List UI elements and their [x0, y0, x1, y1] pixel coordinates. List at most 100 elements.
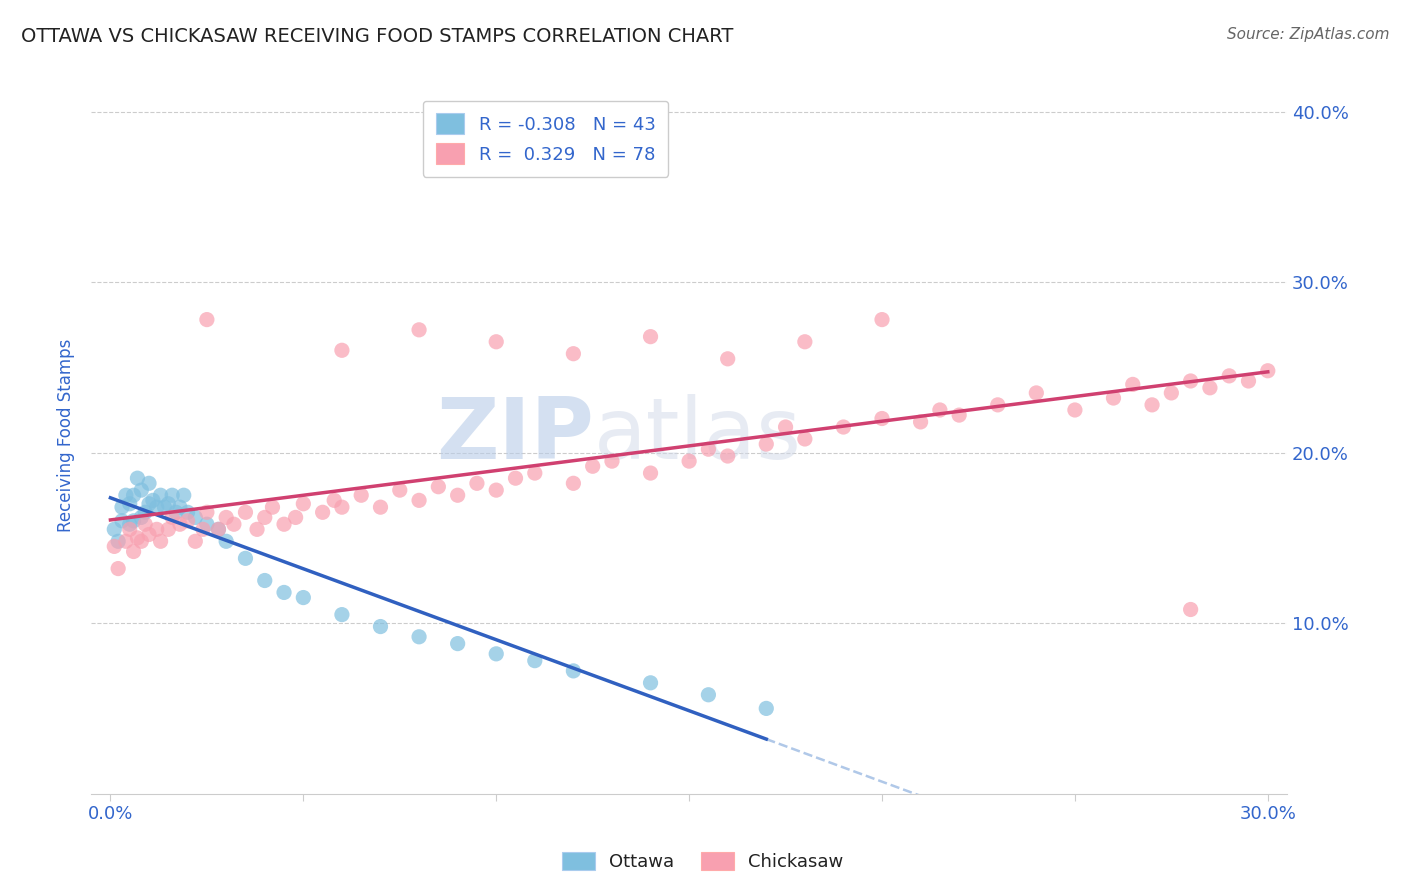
Point [350, 488, 373, 502]
Point [195, 505, 218, 519]
Y-axis label: Receiving Food Stamps: Receiving Food Stamps [58, 339, 75, 533]
Point [115, 488, 138, 502]
Point [222, 517, 245, 532]
Point [408, 323, 430, 337]
Point [149, 534, 172, 549]
Point [253, 510, 276, 524]
Point [1122, 377, 1144, 392]
Point [103, 522, 125, 536]
Point [640, 466, 662, 480]
Legend: Ottawa, Chickasaw: Ottawa, Chickasaw [555, 845, 851, 879]
Point [582, 459, 605, 474]
Point [111, 514, 134, 528]
Point [107, 534, 129, 549]
Point [111, 500, 134, 515]
Point [195, 517, 218, 532]
Point [160, 488, 183, 502]
Point [160, 510, 183, 524]
Point [485, 647, 508, 661]
Point [427, 480, 450, 494]
Point [134, 517, 156, 532]
Point [138, 497, 160, 511]
Point [1180, 374, 1202, 388]
Point [1064, 403, 1087, 417]
Point [131, 510, 153, 524]
Point [408, 630, 430, 644]
Point [717, 351, 740, 366]
Point [1180, 602, 1202, 616]
Point [562, 664, 585, 678]
Point [1218, 368, 1240, 383]
Point [284, 510, 307, 524]
Point [122, 514, 145, 528]
Point [987, 398, 1010, 412]
Point [191, 522, 214, 536]
Point [253, 574, 276, 588]
Point [153, 500, 176, 515]
Point [118, 497, 141, 511]
Point [600, 454, 623, 468]
Point [755, 437, 778, 451]
Point [793, 334, 815, 349]
Point [1199, 381, 1222, 395]
Point [273, 585, 295, 599]
Text: OTTAWA VS CHICKASAW RECEIVING FOOD STAMPS CORRELATION CHART: OTTAWA VS CHICKASAW RECEIVING FOOD STAMP… [21, 27, 734, 45]
Point [122, 488, 145, 502]
Point [127, 531, 149, 545]
Point [145, 522, 167, 536]
Point [370, 619, 392, 633]
Point [292, 591, 315, 605]
Point [1102, 391, 1125, 405]
Point [330, 500, 353, 515]
Point [235, 505, 257, 519]
Point [323, 493, 346, 508]
Point [142, 493, 165, 508]
Point [928, 403, 950, 417]
Point [195, 312, 218, 326]
Point [107, 561, 129, 575]
Point [207, 522, 229, 536]
Point [485, 334, 508, 349]
Point [207, 522, 229, 536]
Point [118, 522, 141, 536]
Point [273, 517, 295, 532]
Point [157, 522, 180, 536]
Point [115, 534, 138, 549]
Point [678, 454, 700, 468]
Point [832, 420, 855, 434]
Point [246, 522, 269, 536]
Point [127, 471, 149, 485]
Point [562, 476, 585, 491]
Point [523, 466, 546, 480]
Point [1257, 364, 1279, 378]
Point [157, 497, 180, 511]
Point [131, 483, 153, 497]
Point [169, 517, 191, 532]
Point [131, 534, 153, 549]
Point [215, 510, 238, 524]
Point [138, 476, 160, 491]
Point [173, 488, 195, 502]
Point [1237, 374, 1260, 388]
Point [262, 500, 284, 515]
Point [775, 420, 797, 434]
Point [717, 449, 740, 463]
Point [485, 483, 508, 497]
Point [870, 312, 893, 326]
Legend: R = -0.308   N = 43, R =  0.329   N = 78: R = -0.308 N = 43, R = 0.329 N = 78 [423, 101, 668, 177]
Text: ZIP: ZIP [436, 394, 593, 477]
Point [169, 500, 191, 515]
Point [1160, 385, 1182, 400]
Point [122, 544, 145, 558]
Point [134, 505, 156, 519]
Point [149, 488, 172, 502]
Point [138, 527, 160, 541]
Point [948, 408, 970, 422]
Point [562, 347, 585, 361]
Point [640, 676, 662, 690]
Point [697, 688, 720, 702]
Point [505, 471, 527, 485]
Point [215, 534, 238, 549]
Point [1025, 385, 1047, 400]
Point [870, 411, 893, 425]
